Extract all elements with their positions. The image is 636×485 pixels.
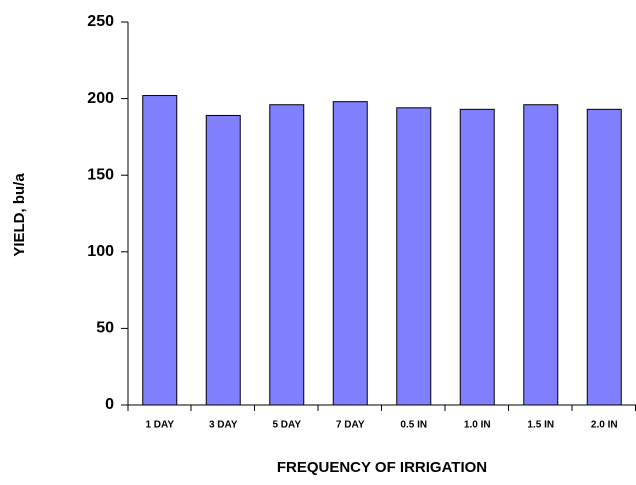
y-axis-label: YIELD, bu/a (11, 173, 28, 257)
x-tick-label: 2.0 IN (591, 420, 618, 431)
x-tick-label: 0.5 IN (400, 420, 427, 431)
x-axis-label: FREQUENCY OF IRRIGATION (277, 459, 487, 476)
x-tick-label: 1 DAY (145, 420, 174, 431)
x-tick-label: 7 DAY (336, 420, 365, 431)
y-tick-label: 150 (87, 166, 114, 183)
bar (332, 101, 368, 406)
bar (523, 104, 559, 406)
x-tick-label: 1.0 IN (464, 420, 491, 431)
bar (396, 107, 432, 406)
y-tick-label: 250 (87, 13, 114, 30)
bar (142, 95, 178, 406)
x-tick-label: 5 DAY (272, 420, 301, 431)
y-tick-label: 100 (87, 243, 114, 260)
y-tick-label: 50 (96, 320, 114, 337)
x-tick-label: 1.5 IN (527, 420, 554, 431)
bar (459, 108, 495, 406)
y-tick-label: 0 (105, 396, 114, 413)
x-tick-label: 3 DAY (209, 420, 238, 431)
bar (586, 108, 622, 406)
y-tick-label: 200 (87, 90, 114, 107)
bar (205, 114, 241, 406)
bar (269, 104, 305, 406)
